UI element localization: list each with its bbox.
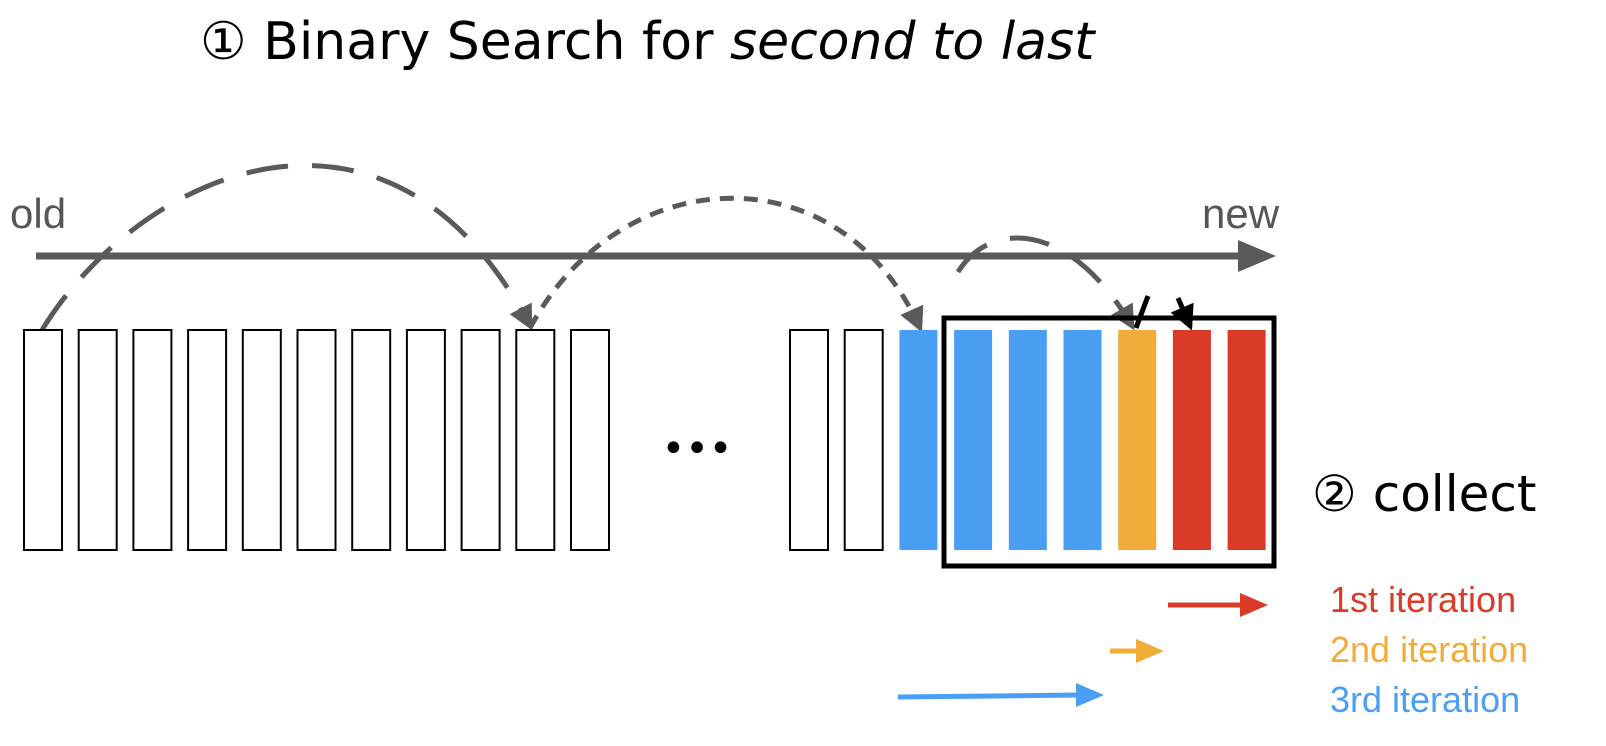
iteration-3-arrow — [897, 692, 1081, 700]
left-cell-7 — [351, 329, 392, 551]
left-cell-8 — [405, 329, 446, 551]
left-cell-3 — [132, 329, 173, 551]
iteration-1-arrowhead — [1240, 593, 1268, 617]
right-cell-9 — [1227, 330, 1266, 550]
right-cell-6 — [1063, 330, 1102, 550]
iteration-arrows — [897, 593, 1268, 707]
axis-arrowhead — [1238, 240, 1276, 272]
left-cell-4 — [187, 329, 228, 551]
right-cell-5 — [1008, 330, 1047, 550]
search-jump-final-arrow — [1170, 297, 1194, 331]
left-cell-9 — [460, 329, 501, 551]
axis-end-label: new — [1202, 190, 1280, 237]
left-cell-6 — [296, 329, 337, 551]
search-jump-arc-1 — [39, 163, 533, 332]
iteration-3-arrowhead — [1076, 683, 1104, 707]
left-cell-10 — [515, 329, 556, 551]
left-cell-1 — [23, 329, 63, 551]
left-cell-2 — [77, 329, 118, 551]
search-jump-tick — [1133, 295, 1151, 329]
right-cell-3 — [899, 330, 938, 550]
search-jump-arc-3 — [955, 235, 1135, 331]
collect-label: ② collect — [1312, 465, 1537, 523]
right-cell-7 — [1118, 330, 1157, 550]
legend-iteration-3: 3rd iteration — [1330, 679, 1521, 720]
diagram-title: ① Binary Search for second to last — [200, 12, 1095, 72]
legend-iteration-1: 1st iteration — [1330, 579, 1517, 620]
collect-box — [941, 315, 1277, 569]
left-cell-5 — [241, 329, 282, 551]
title-emphasis: second to last — [730, 12, 1095, 72]
timeline-axis — [36, 240, 1276, 272]
ellipsis: ••• — [662, 426, 733, 472]
right-cell-4 — [954, 330, 993, 550]
search-jump-arc-2 — [527, 195, 924, 333]
right-cell-8 — [1172, 330, 1211, 550]
cells-left-group — [23, 329, 610, 551]
left-cell-11 — [570, 329, 610, 551]
legend-iteration-2: 2nd iteration — [1330, 629, 1529, 670]
right-cell-2 — [843, 329, 884, 551]
cells-right-group — [789, 329, 1266, 551]
iteration-2-arrowhead — [1136, 639, 1164, 663]
title-prefix: Binary Search for — [263, 12, 714, 72]
right-cell-1 — [789, 329, 829, 551]
title-step-marker: ① — [200, 12, 247, 72]
axis-start-label: old — [10, 190, 67, 237]
